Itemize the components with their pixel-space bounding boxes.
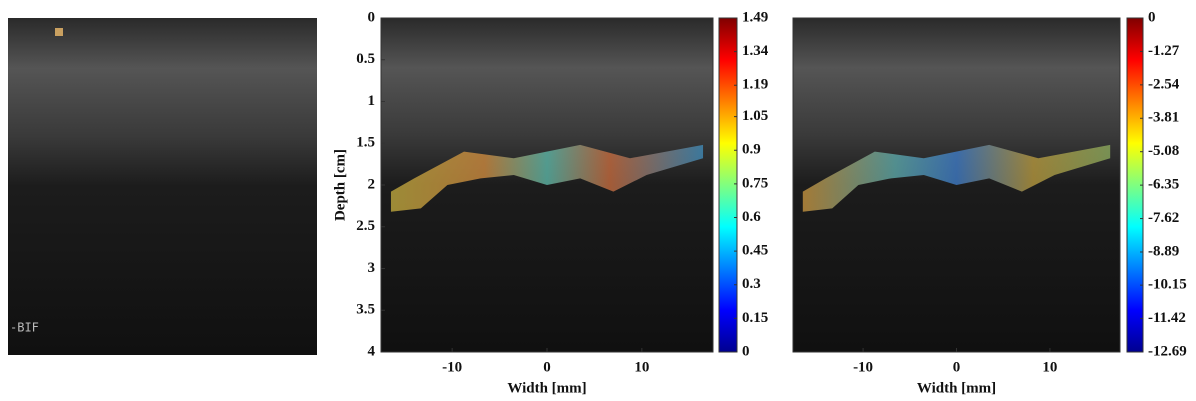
colorbar-tick-label: -12.69 xyxy=(1148,343,1187,359)
colorbar xyxy=(718,17,738,353)
y-tick-label: 1.5 xyxy=(356,135,375,151)
colorbar-tick-label: -3.81 xyxy=(1148,110,1179,126)
colorbar-tick-label: 1.49 xyxy=(742,9,768,25)
plaque-overlay xyxy=(390,144,704,212)
y-tick-label: 2 xyxy=(368,176,376,192)
colorbar-tick-label: -8.89 xyxy=(1148,243,1179,259)
y-tick-label: 0 xyxy=(368,9,376,25)
x-axis-label: Width [mm] xyxy=(507,380,586,396)
x-axis-label: Width [mm] xyxy=(917,380,996,396)
y-tick-label: 1 xyxy=(368,93,376,109)
colorbar-tick-label: 0.45 xyxy=(742,243,768,259)
colorbar-tick-label: -5.08 xyxy=(1148,143,1179,159)
colorbar-tick-label: 0.15 xyxy=(742,310,768,326)
colorbar-tick-label: 1.34 xyxy=(742,43,769,59)
colorbar-tick-label: -10.15 xyxy=(1148,277,1187,293)
colorbar-tick-label: 0.75 xyxy=(742,175,768,191)
colorbar-tick-label: -1.27 xyxy=(1148,43,1180,59)
colorbar-tick-label: 0.9 xyxy=(742,142,761,158)
x-tick-label: 0 xyxy=(953,359,961,375)
y-tick-label: 2.5 xyxy=(356,218,375,234)
colorbar-tick-label: -7.62 xyxy=(1148,210,1179,226)
x-tick-label: 10 xyxy=(1042,359,1057,375)
ultrasound-image xyxy=(8,18,317,355)
colorbar-tick-label: 0 xyxy=(1148,9,1156,25)
x-tick-label: -10 xyxy=(853,359,873,375)
plaque-overlay xyxy=(802,144,1111,212)
colorbar-tick-label: 1.05 xyxy=(742,108,768,124)
x-tick-label: 10 xyxy=(634,359,649,375)
colorbar-tick-label: 1.19 xyxy=(742,77,768,93)
x-tick-label: 0 xyxy=(543,359,551,375)
x-tick-label: -10 xyxy=(442,359,462,375)
colorbar-tick-label: -11.42 xyxy=(1148,310,1186,326)
marker-icon xyxy=(55,28,63,36)
colorbar-tick-label: -2.54 xyxy=(1148,76,1180,92)
y-tick-label: 4 xyxy=(368,343,376,359)
y-tick-label: 0.5 xyxy=(356,51,375,67)
y-tick-label: 3 xyxy=(368,260,376,276)
colorbar-tick-label: -6.35 xyxy=(1148,177,1179,193)
y-axis-label: Depth [cm] xyxy=(332,149,348,221)
colorbar-tick-label: 0 xyxy=(742,343,750,359)
colorbar-tick-label: 0.3 xyxy=(742,276,761,292)
colorbar-tick-label: 0.6 xyxy=(742,209,761,225)
y-tick-label: 3.5 xyxy=(356,302,375,318)
image-label: -BIF xyxy=(10,321,39,335)
